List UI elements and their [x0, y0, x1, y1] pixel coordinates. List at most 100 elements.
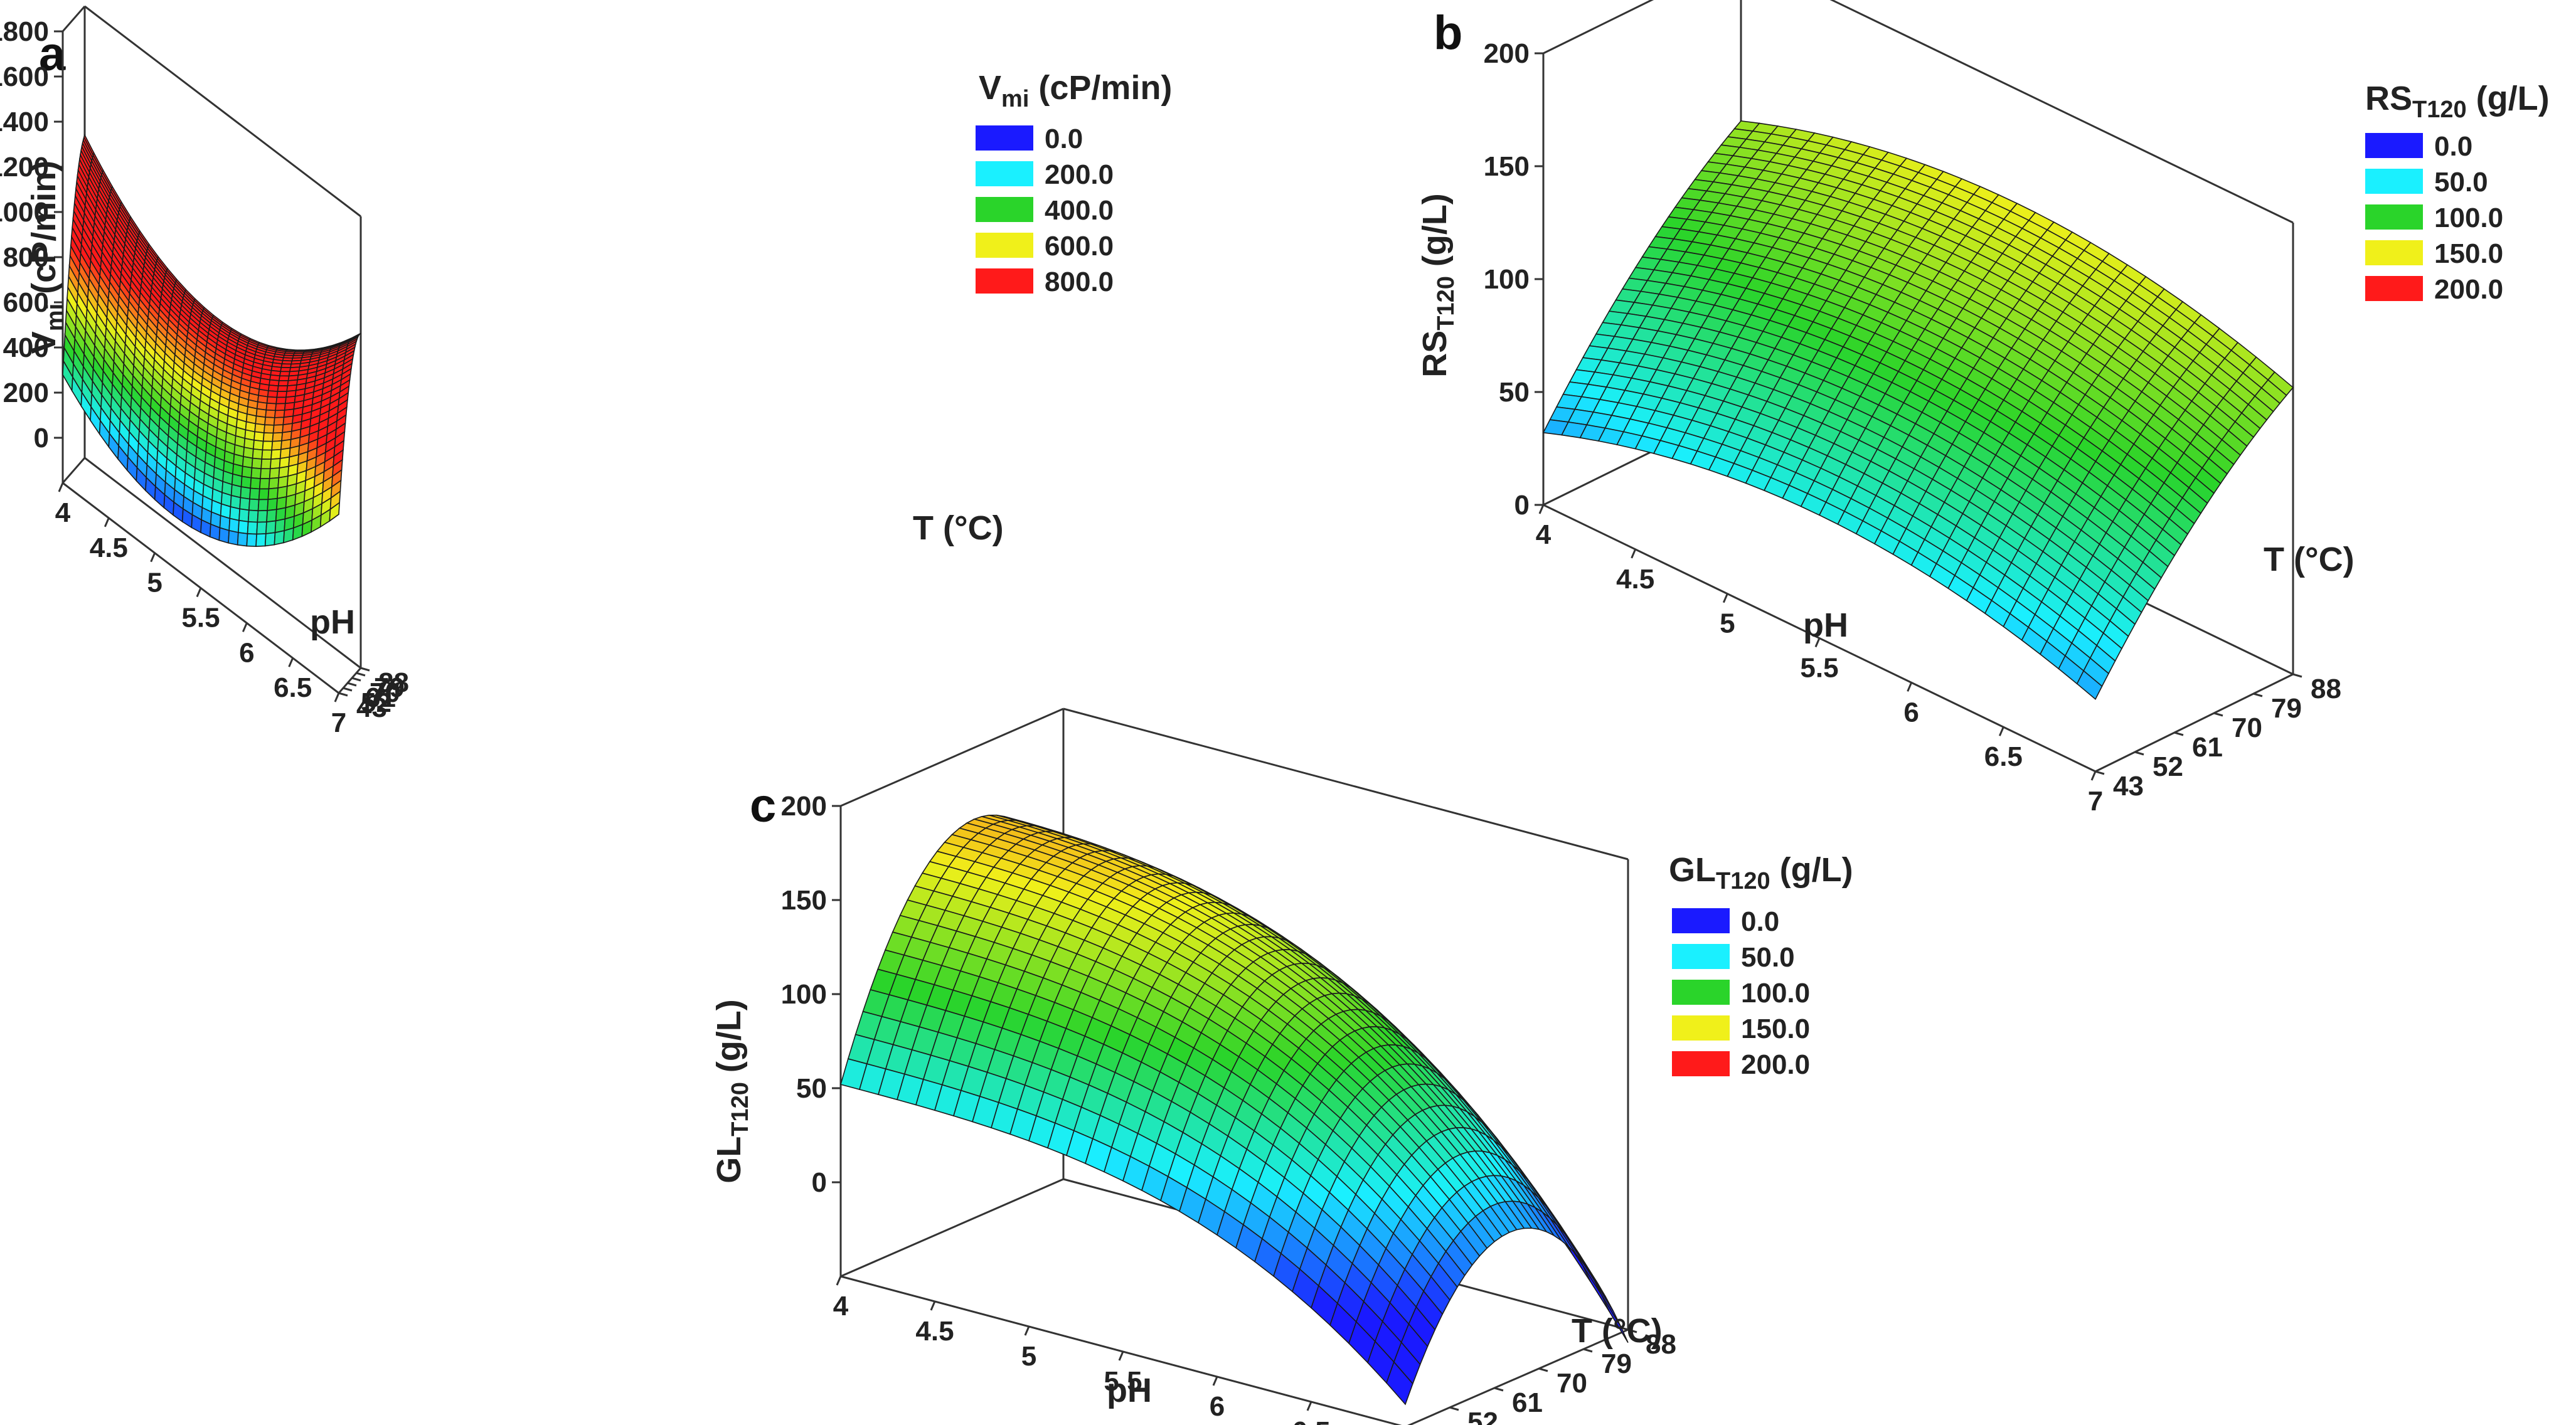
legend-label-a-4: 800.0	[1045, 267, 1114, 297]
x-tick-mark-c	[836, 1276, 842, 1286]
ticks-b: 4 4.5 5 5.5 6 6.5 7 43 52 61 70 79 88 0 50 100 150 200	[1484, 38, 2341, 817]
y-axis-line-a	[338, 667, 362, 694]
z-tick-label-a: 200	[3, 378, 49, 408]
y-axis-line-c	[1407, 1328, 1629, 1425]
surface-cell-a	[269, 458, 281, 470]
x-axis-title-b: pH	[1803, 607, 1848, 644]
legend-title-a-main: V	[979, 69, 1001, 107]
legend-swatch-b-2	[2365, 204, 2423, 230]
legend-title-b: RST120 (g/L)	[2365, 80, 2550, 123]
y-tick-mark-c	[1494, 1387, 1504, 1392]
y-tick-label-b: 52	[2153, 751, 2183, 782]
legend-swatch-b-0	[2365, 133, 2423, 158]
y-tick-label-c: 79	[1601, 1348, 1632, 1379]
surface-cell-a	[247, 509, 259, 523]
surface-cell-a	[246, 533, 258, 547]
surface-cell-a	[271, 440, 282, 451]
z-axis-title-b-main: RS	[1416, 331, 1454, 378]
surface-cell-a	[265, 520, 277, 534]
z-tick-label-a: 400	[3, 332, 49, 363]
x-tick-mark-c	[930, 1301, 936, 1311]
surface-cell-a	[260, 458, 272, 470]
surface-cell-a	[329, 501, 341, 522]
surface-cell-a	[274, 530, 285, 546]
surface-cell-a	[256, 521, 267, 535]
surface-cell-a	[237, 532, 248, 547]
panel-c: c 44.555.566.57435261707988050100150200 …	[710, 707, 1853, 1425]
surface-cell-a	[279, 371, 290, 377]
z-axis-title-c-sub: T120	[727, 1082, 753, 1136]
surface-cell-a	[267, 497, 278, 511]
top-back-edge-a	[84, 5, 361, 218]
surface-cell-a	[263, 424, 275, 434]
x-tick-mark-b	[1907, 682, 1913, 692]
x-tick-label-b: 6.5	[1984, 741, 2023, 772]
floor-edge-c	[840, 1178, 1064, 1278]
top-left-edge-a	[61, 6, 86, 32]
x-tick-label-a: 4.5	[90, 532, 128, 563]
surface-cell-a	[252, 439, 264, 451]
y-tick-label-b: 79	[2271, 693, 2302, 724]
z-tick-label-a: 0	[34, 423, 49, 453]
legend-swatch-c-4	[1672, 1051, 1730, 1076]
z-tick-label-a: 1600	[0, 61, 49, 92]
z-axis-title-b-sub: T120	[1433, 276, 1459, 331]
surface-cell-a	[249, 487, 260, 501]
x-tick-mark-c	[1306, 1401, 1312, 1411]
y-axis-title-c: T (°C)	[1572, 1312, 1663, 1350]
surface-cell-a	[266, 396, 278, 405]
y-tick-mark-c	[1627, 1328, 1637, 1333]
y-axis-title-b: T (°C)	[2264, 541, 2355, 578]
y-tick-label-a: 43	[356, 692, 387, 723]
y-tick-label-a: 79	[374, 672, 405, 703]
z-axis-title-c-rest: (g/L)	[710, 999, 748, 1082]
z-axis-title-b: RST120 (g/L)	[1416, 193, 1459, 378]
z-tick-label-c: 150	[781, 885, 827, 916]
z-tick-label-b: 200	[1484, 38, 1530, 69]
x-tick-label-b: 4	[1536, 519, 1551, 550]
x-axis-title-c: pH	[1107, 1372, 1152, 1409]
y-tick-label-a: 88	[378, 667, 409, 698]
y-axis-line-b	[2095, 673, 2294, 773]
z-tick-label-c: 0	[812, 1167, 827, 1198]
y-tick-mark-b	[2134, 751, 2144, 756]
y-tick-mark-b	[2213, 712, 2223, 717]
z-tick-label-c: 200	[781, 791, 827, 822]
surface-cell-a	[247, 521, 258, 535]
legend-label-c-3: 150.0	[1741, 1014, 1810, 1044]
y-axis-title-a: T (°C)	[913, 509, 1004, 547]
legend-label-c-0: 0.0	[1741, 906, 1779, 937]
legend-swatch-c-3	[1672, 1015, 1730, 1041]
legend-label-a-0: 0.0	[1045, 124, 1083, 154]
surface-cell-a	[238, 508, 250, 522]
legend-swatch-a-2	[976, 197, 1033, 222]
y-tick-mark-c	[1538, 1367, 1548, 1372]
y-tick-mark-a	[338, 692, 348, 697]
surface-cell-a	[237, 519, 249, 534]
z-tick-label-a: 800	[3, 242, 49, 273]
x-tick-label-a: 5	[147, 568, 162, 598]
z-tick-label-b: 50	[1499, 377, 1530, 408]
surface-cell-a	[277, 385, 289, 392]
legend-swatch-a-1	[976, 161, 1033, 186]
y-tick-mark-c	[1583, 1348, 1593, 1353]
surface-cell-a	[269, 467, 280, 479]
x-tick-mark-c	[1024, 1326, 1030, 1336]
top-left-edge-b	[1543, 0, 1654, 55]
surface-cell-a	[250, 467, 262, 479]
surface-cell-a	[275, 396, 287, 405]
y-tick-mark-c	[1449, 1406, 1459, 1411]
y-tick-mark-a	[356, 672, 366, 677]
x-tick-label-c: 4	[833, 1291, 849, 1322]
y-tick-mark-b	[2253, 692, 2263, 697]
legend-swatch-a-4	[976, 268, 1033, 294]
legend-title-b-main: RS	[2365, 80, 2412, 117]
x-tick-mark-b	[1631, 549, 1637, 559]
x-tick-mark-a	[334, 692, 340, 702]
x-tick-mark-a	[58, 482, 64, 492]
x-tick-mark-b	[2090, 771, 2097, 781]
surface-cell-a	[272, 424, 284, 434]
floor-edge-a	[61, 457, 86, 484]
